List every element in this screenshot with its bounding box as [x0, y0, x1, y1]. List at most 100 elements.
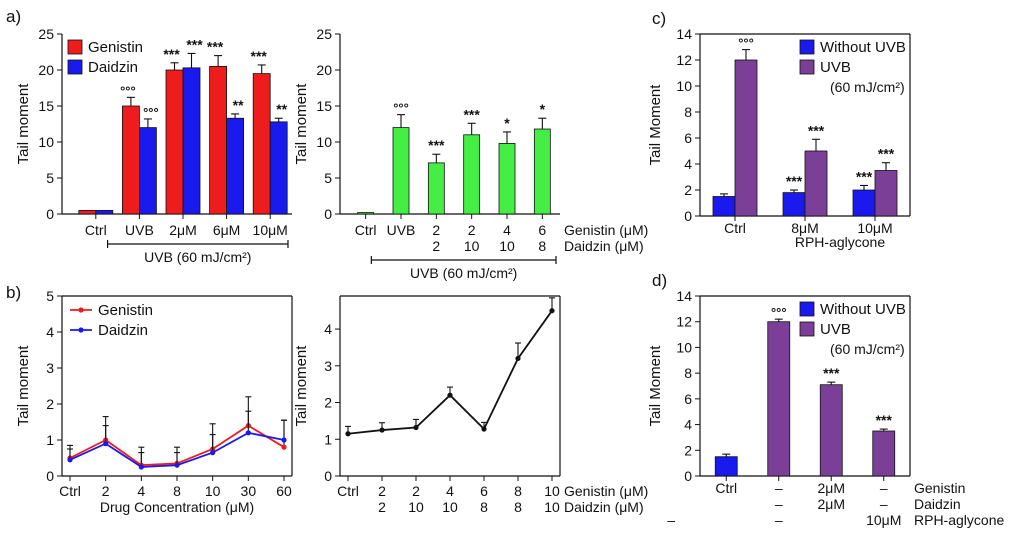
d-table-row-label: Daidzin — [914, 496, 961, 512]
b1-legend-label: Genistin — [98, 302, 153, 319]
b1-legend-label: Daidzin — [98, 322, 148, 339]
c-legend-swatch — [799, 39, 815, 55]
b1-legend-marker — [78, 327, 84, 333]
a2-ytick-label: 25 — [316, 26, 332, 42]
d-ytick-label: 6 — [684, 391, 692, 407]
a1-ytick-label: 5 — [46, 170, 54, 186]
a1-significance-circles: °°° — [143, 105, 159, 120]
b2-row-label-daidzin: Daidzin (μM) — [564, 499, 644, 515]
a1-ytick-label: 10 — [38, 134, 54, 150]
a1-xtick-label: Ctrl — [85, 222, 107, 238]
a1-ytick-label: 0 — [46, 206, 54, 222]
a1-significance-circles: °°° — [120, 83, 136, 98]
b1-xtick-label: 8 — [173, 483, 181, 499]
a2-genistin-dose: 4 — [503, 222, 511, 238]
c-significance-stars: *** — [878, 146, 895, 162]
a2-row-label-genistin: Genistin (μM) — [564, 222, 648, 238]
b1-point — [245, 430, 251, 436]
b1-xtick-label: 60 — [276, 483, 292, 499]
c-bar — [852, 189, 876, 217]
c-significance-stars: *** — [786, 173, 803, 189]
d-bar — [819, 384, 843, 477]
a1-xtick-label: 10μM — [253, 222, 288, 238]
c-bar — [782, 192, 806, 217]
b2-point — [447, 392, 453, 398]
a1-xtick-label: 6μM — [213, 222, 241, 238]
d-legend-swatch — [799, 301, 815, 317]
b2-ytick-label: 4 — [324, 321, 332, 337]
d-significance-circles: °°° — [771, 305, 787, 320]
a2-significance-circles: °°° — [393, 101, 409, 116]
d-table-cell: 2μM — [817, 480, 845, 496]
a2-significance-stars: * — [540, 101, 546, 117]
c-ytick-label: 10 — [676, 78, 692, 94]
d-legend-label: UVB — [820, 321, 851, 338]
c-legend-swatch — [799, 59, 815, 75]
c-legend-label: UVB — [820, 59, 851, 76]
panel-label-c: c) — [652, 9, 666, 28]
b1-ytick-label: 0 — [46, 468, 54, 484]
c-xtick-label: 10μM — [857, 220, 892, 236]
c-xtick-label: 8μM — [791, 220, 819, 236]
b2-genistin-dose: 2 — [378, 483, 386, 499]
b2-genistin-dose: 2 — [412, 483, 420, 499]
a2-bar — [533, 128, 551, 215]
a1-ytick-label: 20 — [38, 62, 54, 78]
d-xtick-label: Ctrl — [715, 480, 737, 496]
a2-bar — [392, 127, 410, 215]
d-bar — [872, 430, 896, 477]
a1-bar-genistin — [252, 73, 271, 215]
d-table-cell: – — [880, 480, 888, 496]
b1-ytick-label: 1 — [46, 432, 54, 448]
a2-ytick-label: 10 — [316, 134, 332, 150]
a1-legend-swatch — [67, 39, 83, 55]
a1-bar-genistin — [122, 105, 140, 215]
a2-ylabel: Tail moment — [293, 83, 310, 165]
a1-bar-daidzin — [226, 117, 245, 215]
a2-significance-stars: *** — [463, 106, 480, 122]
c-xtick-label: Ctrl — [724, 220, 746, 236]
a2-significance-stars: *** — [428, 137, 445, 153]
b2-genistin-dose: 6 — [480, 483, 488, 499]
b1-xtick-label: 4 — [137, 483, 145, 499]
b2-point — [379, 427, 385, 433]
d-ylabel: Tail Moment — [647, 345, 664, 427]
b1-xtick-label: Ctrl — [59, 483, 81, 499]
a1-xtick-label: UVB — [125, 222, 154, 238]
d-ytick-label: 8 — [684, 365, 692, 381]
d-legend-dose: (60 mJ/cm²) — [830, 341, 905, 357]
b1-point — [67, 457, 73, 463]
b2-point — [345, 431, 351, 437]
a1-ytick-label: 15 — [38, 98, 54, 114]
d-table-row-label: Genistin — [914, 480, 965, 496]
c-ytick-label: 8 — [684, 104, 692, 120]
b2-daidzin-dose: 10 — [408, 499, 424, 515]
d-table-cell: – — [667, 512, 675, 528]
panel-label-d: d) — [652, 271, 667, 290]
b2-point — [515, 355, 521, 362]
a2-bar — [427, 162, 445, 215]
a1-group-label: UVB (60 mJ/cm²) — [144, 249, 251, 265]
b1-ytick-label: 3 — [46, 360, 54, 376]
c-ytick-label: 4 — [684, 156, 692, 172]
c-group-label: RPH-aglycone — [795, 234, 885, 250]
b2-daidzin-dose: 10 — [442, 499, 458, 515]
a1-legend-label: Daidzin — [88, 59, 138, 76]
d-significance-stars: *** — [876, 412, 893, 428]
a2-ytick-label: 0 — [324, 206, 332, 222]
a1-bar-daidzin — [269, 121, 288, 215]
b1-xtick-label: 2 — [102, 483, 110, 499]
b2-point — [413, 424, 419, 431]
a2-bar — [498, 143, 516, 215]
b1-xtick-label: 30 — [241, 483, 257, 499]
c-ytick-label: 2 — [684, 182, 692, 198]
b2-genistin-dose: 10 — [544, 483, 560, 499]
a1-significance-stars: *** — [163, 46, 180, 62]
c-significance-stars: *** — [808, 122, 825, 138]
c-ytick-label: 14 — [676, 26, 692, 42]
b1-xlabel: Drug Concentration (μM) — [100, 499, 254, 515]
panel-label-b: b) — [6, 283, 21, 302]
b1-ytick-label: 4 — [46, 324, 54, 340]
a1-ytick-label: 25 — [38, 26, 54, 42]
a1-significance-stars: *** — [207, 39, 224, 55]
